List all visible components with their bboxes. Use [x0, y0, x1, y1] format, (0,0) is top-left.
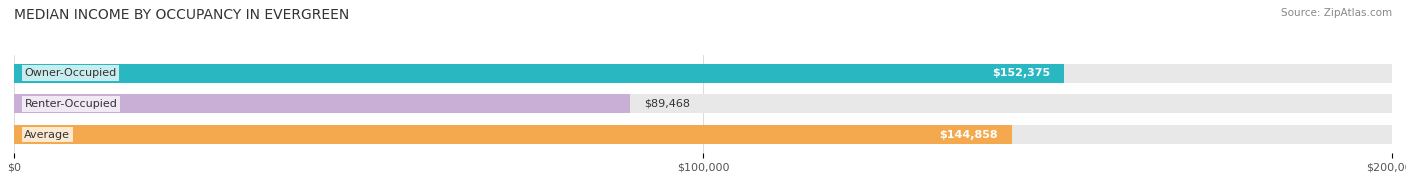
Text: Source: ZipAtlas.com: Source: ZipAtlas.com [1281, 8, 1392, 18]
Bar [14, 125, 1392, 144]
Text: $152,375: $152,375 [991, 68, 1050, 78]
Text: Renter-Occupied: Renter-Occupied [24, 99, 117, 109]
Bar [14, 64, 1064, 83]
Text: MEDIAN INCOME BY OCCUPANCY IN EVERGREEN: MEDIAN INCOME BY OCCUPANCY IN EVERGREEN [14, 8, 349, 22]
Text: Average: Average [24, 130, 70, 140]
Text: $144,858: $144,858 [939, 130, 998, 140]
Bar [14, 94, 630, 113]
Text: Owner-Occupied: Owner-Occupied [24, 68, 117, 78]
Bar [14, 64, 1392, 83]
Bar [14, 94, 1392, 113]
Bar [14, 125, 1012, 144]
Text: $89,468: $89,468 [644, 99, 690, 109]
